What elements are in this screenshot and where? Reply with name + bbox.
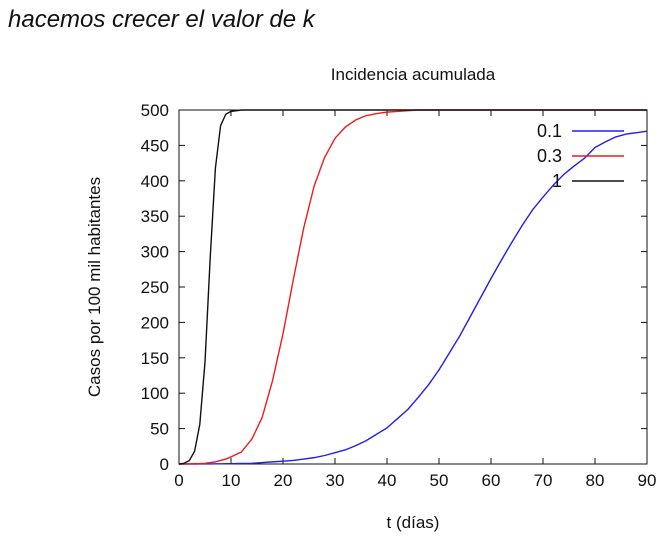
y-axis-label: Casos por 100 mil habitantes <box>85 177 104 397</box>
legend-label: 1 <box>552 171 562 191</box>
x-tick-label: 30 <box>326 471 345 490</box>
page-heading: hacemos crecer el valor de k <box>8 6 315 33</box>
chart-title: Incidencia acumulada <box>331 65 496 84</box>
plot-frame <box>178 109 648 465</box>
y-tick-label: 150 <box>141 349 169 368</box>
y-tick-label: 350 <box>141 207 169 226</box>
x-tick-label: 20 <box>274 471 293 490</box>
x-tick-label: 0 <box>174 471 183 490</box>
y-tick-label: 500 <box>141 101 169 120</box>
x-tick-label: 70 <box>534 471 553 490</box>
x-tick-label: 60 <box>482 471 501 490</box>
y-tick-label: 50 <box>150 420 169 439</box>
series-line-0-1 <box>179 130 648 465</box>
series-line-1 <box>178 109 647 465</box>
series-line-0-3 <box>178 109 647 465</box>
y-tick-label: 100 <box>141 384 169 403</box>
x-tick-label: 10 <box>222 471 241 490</box>
y-tick-label: 300 <box>141 243 169 262</box>
x-tick-label: 50 <box>430 471 449 490</box>
y-tick-label: 250 <box>141 278 169 297</box>
y-tick-label: 400 <box>141 172 169 191</box>
legend-label: 0.3 <box>537 146 562 166</box>
y-tick-label: 200 <box>141 313 169 332</box>
y-tick-label: 0 <box>160 455 169 474</box>
y-tick-label: 450 <box>141 136 169 155</box>
x-tick-label: 90 <box>638 471 657 490</box>
x-tick-label: 40 <box>378 471 397 490</box>
x-axis-label: t (días) <box>387 513 440 532</box>
x-tick-label: 80 <box>586 471 605 490</box>
plot-area: 0 10 20 30 40 50 60 70 80 90 0 50 100 150 200 250 300 350… <box>141 101 657 490</box>
legend-label: 0.1 <box>537 121 562 141</box>
